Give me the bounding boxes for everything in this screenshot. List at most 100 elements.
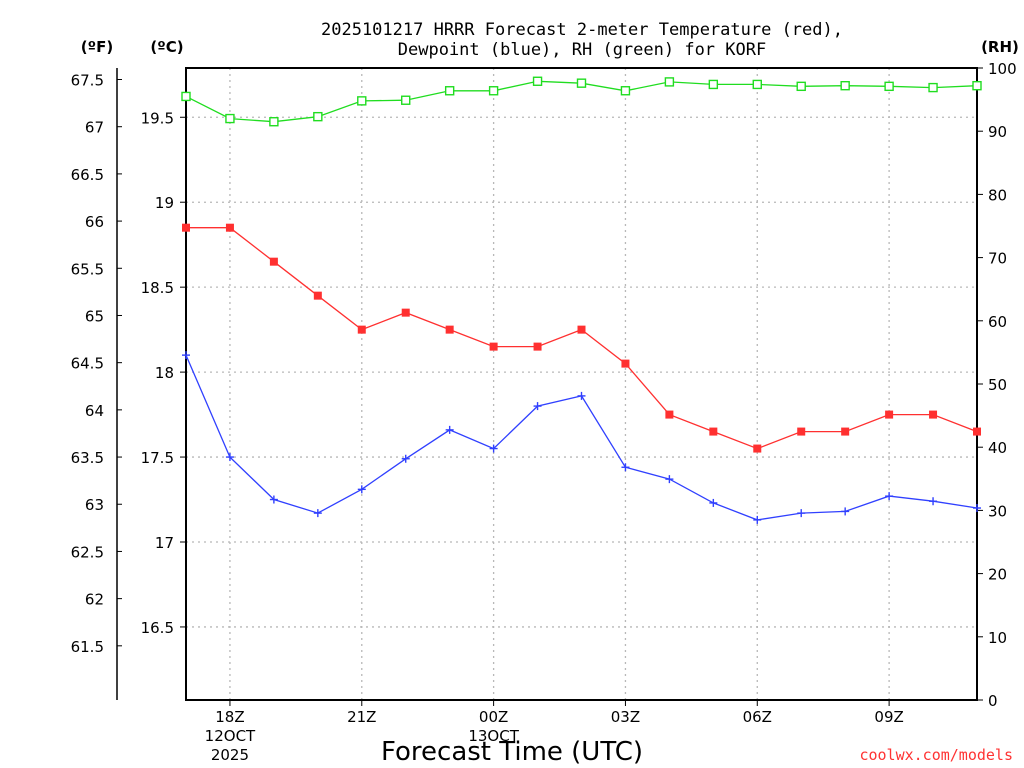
x-tick-label: 18Z <box>215 708 244 726</box>
rh-point <box>576 78 587 88</box>
temperature-point <box>621 359 630 368</box>
x-tick-label: 2025 <box>211 746 249 764</box>
dewpoint-point <box>929 497 938 506</box>
dewpoint-point <box>577 391 586 400</box>
rh-point <box>181 91 191 102</box>
dewpoint-point <box>357 485 366 494</box>
fahrenheit-tick-label: 67.5 <box>71 72 104 90</box>
rh-point <box>225 113 235 124</box>
temperature-point <box>577 325 586 334</box>
fahrenheit-tick-label: 63 <box>85 496 104 514</box>
rh-tick-label: 40 <box>988 439 1007 457</box>
x-tick-label: 13OCT <box>468 727 519 745</box>
rh-point <box>796 81 806 92</box>
celsius-tick-label: 18.5 <box>141 279 174 297</box>
chart-title-line-2: Dewpoint (blue), RH (green) for KORF <box>398 40 766 60</box>
fahrenheit-tick-label: 61.5 <box>71 638 104 656</box>
temperature-point <box>973 427 981 436</box>
dewpoint-point <box>182 351 190 360</box>
rh-point <box>401 95 411 105</box>
temperature-point <box>401 308 410 317</box>
x-tick-label: 00Z <box>479 708 508 726</box>
chart-title-line-1: 2025101217 HRRR Forecast 2-meter Tempera… <box>321 20 843 40</box>
rh-tick-label: 30 <box>988 502 1007 520</box>
temperature-line <box>186 227 978 450</box>
x-tick-label: 12OCT <box>205 727 256 745</box>
grid-lines <box>186 68 977 700</box>
dewpoint-point <box>269 495 278 504</box>
fahrenheit-unit-label: (ºF) <box>81 38 113 56</box>
celsius-tick-label: 17 <box>155 534 174 552</box>
dewpoint-point <box>841 507 850 516</box>
fahrenheit-tick-label: 65.5 <box>71 260 104 278</box>
dewpoint-point <box>489 444 498 453</box>
celsius-tick-label: 19.5 <box>141 109 174 127</box>
x-axis-label: Forecast Time (UTC) <box>381 737 643 767</box>
rh-tick-label: 20 <box>988 566 1007 584</box>
celsius-unit-label: (ºC) <box>150 38 183 56</box>
temperature-point <box>269 257 278 266</box>
temperature-point <box>445 325 454 334</box>
rh-point <box>708 79 719 90</box>
celsius-tick-label: 18 <box>155 364 174 382</box>
x-tick-label: 09Z <box>874 708 903 726</box>
x-tick-label: 03Z <box>611 708 640 726</box>
rh-tick-label: 10 <box>988 629 1007 647</box>
dewpoint-point <box>753 515 762 524</box>
temperature-point <box>885 410 894 419</box>
fahrenheit-tick-label: 67 <box>85 119 104 137</box>
axes <box>116 67 983 706</box>
rh-unit-label: (RH) <box>981 38 1019 56</box>
temperature-point <box>533 342 542 351</box>
dewpoint-point <box>665 475 674 484</box>
fahrenheit-tick-label: 62.5 <box>71 543 104 561</box>
rh-tick-label: 80 <box>988 186 1007 204</box>
dewpoint-point <box>885 492 894 501</box>
temperature-point <box>841 427 850 436</box>
dewpoint-point <box>533 402 542 411</box>
dewpoint-line <box>185 354 978 521</box>
rh-point <box>664 77 675 87</box>
rh-tick-label: 60 <box>988 313 1007 331</box>
rh-tick-label: 50 <box>988 376 1007 394</box>
temperature-point <box>665 410 674 419</box>
fahrenheit-tick-label: 64.5 <box>71 355 104 373</box>
data-series <box>181 76 982 524</box>
fahrenheit-tick-label: 64 <box>85 402 104 420</box>
plot-frame <box>185 67 978 701</box>
rh-point <box>357 96 367 106</box>
fahrenheit-tick-label: 66.5 <box>71 166 104 184</box>
rh-point <box>840 80 850 91</box>
celsius-tick-label: 17.5 <box>141 449 174 467</box>
temperature-point <box>357 325 366 334</box>
temperature-point <box>929 410 938 419</box>
celsius-tick-label: 19 <box>155 194 174 212</box>
dewpoint-point <box>225 453 234 462</box>
rh-point <box>488 86 499 96</box>
rh-point <box>972 80 982 91</box>
rh-point <box>532 76 543 86</box>
temperature-point <box>709 427 718 436</box>
temperature-point <box>225 223 234 232</box>
rh-tick-label: 70 <box>988 250 1007 268</box>
rh-point <box>928 82 938 93</box>
temperature-point <box>313 291 322 300</box>
fahrenheit-tick-label: 62 <box>85 591 104 609</box>
dewpoint-point <box>621 463 630 472</box>
x-tick-label: 06Z <box>743 708 772 726</box>
rh-tick-label: 100 <box>988 60 1017 78</box>
dewpoint-point <box>797 509 806 518</box>
rh-point <box>444 86 455 96</box>
dewpoint-point <box>709 498 718 507</box>
rh-point <box>269 117 279 127</box>
rh-point <box>752 79 762 90</box>
site-credit: coolwx.com/models <box>859 746 1013 764</box>
rh-point <box>620 86 631 96</box>
dewpoint-point <box>445 425 454 434</box>
x-tick-label: 21Z <box>347 708 376 726</box>
dewpoint-point <box>401 454 410 463</box>
temperature-point <box>797 427 806 436</box>
fahrenheit-tick-label: 65 <box>85 307 104 325</box>
